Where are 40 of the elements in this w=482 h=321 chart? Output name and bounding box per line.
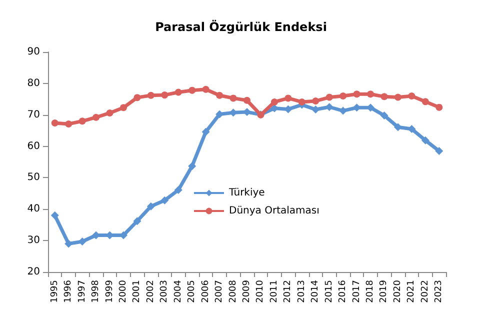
x-tick-label: 1999: [104, 280, 115, 303]
x-tick-label: 2011: [269, 280, 280, 303]
x-tick-label: 2008: [228, 280, 238, 303]
legend-label: Dünya Ortalaması: [229, 206, 320, 216]
y-tick-label: 60: [27, 140, 40, 152]
x-tick-label: 1995: [50, 280, 60, 303]
x-tick-label: 2003: [160, 280, 170, 303]
y-tick-label: 40: [27, 204, 40, 215]
x-tick-label: 2021: [406, 280, 417, 303]
y-tick-label: 30: [27, 235, 40, 246]
x-tick-label: 2014: [310, 280, 321, 303]
y-tick-label: 20: [27, 266, 40, 278]
y-tick-label: 90: [27, 46, 40, 58]
y-tick-label: 80: [27, 78, 40, 89]
chart-title: Parasal Özgürlük Endeksi: [155, 19, 327, 34]
x-tick-label: 2015: [324, 280, 334, 303]
x-tick-label: 2009: [242, 280, 252, 303]
x-tick-label: 2005: [187, 280, 198, 303]
x-tick-label: 2004: [173, 280, 184, 303]
legend-label: Türkiye: [228, 188, 265, 198]
x-tick-label: 2007: [214, 280, 225, 303]
x-tick-label: 1997: [77, 280, 88, 303]
x-tick-label: 2022: [420, 280, 430, 303]
x-tick-label: 2010: [256, 280, 266, 303]
y-tick-label: 50: [27, 172, 40, 184]
x-tick-label: 2018: [366, 280, 376, 303]
y-tick-label: 70: [27, 109, 40, 120]
x-tick-label: 2000: [118, 280, 128, 303]
x-tick-label: 1998: [91, 280, 102, 303]
x-tick-label: 2019: [379, 280, 390, 303]
x-tick-label: 2016: [338, 280, 348, 303]
x-tick-label: 2002: [146, 280, 156, 303]
x-tick-label: 2012: [283, 280, 294, 303]
x-tick-label: 1996: [64, 280, 74, 303]
x-tick-label: 2023: [434, 280, 444, 303]
x-tick-label: 2001: [132, 280, 142, 303]
x-tick-label: 2006: [200, 280, 211, 303]
x-tick-label: 2020: [392, 280, 403, 303]
x-tick-label: 2013: [296, 280, 307, 303]
x-tick-label: 2017: [352, 280, 362, 303]
